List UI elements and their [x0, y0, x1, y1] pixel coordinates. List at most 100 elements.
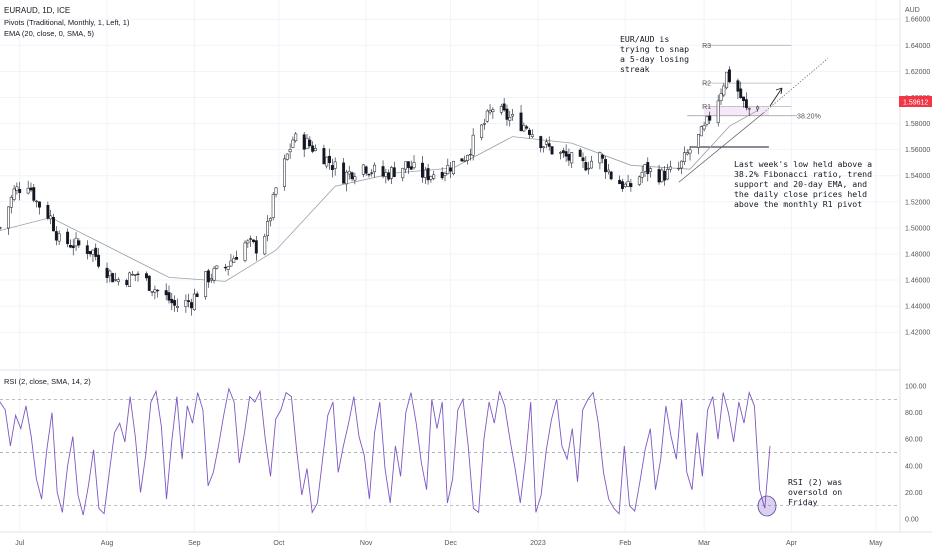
candle-up	[446, 164, 450, 175]
candle-up	[423, 169, 427, 179]
arrow-icon	[769, 87, 783, 107]
candle-up	[175, 305, 179, 308]
candle-up	[294, 133, 298, 142]
candle-up	[353, 176, 357, 181]
candle-down	[328, 155, 331, 164]
candle-down	[71, 245, 75, 249]
candle-down	[550, 146, 554, 155]
last-price-value: 1.59612	[903, 100, 928, 107]
candle-up	[680, 160, 684, 169]
candle-down	[111, 273, 115, 283]
candle-down	[77, 240, 81, 246]
candle-up	[108, 270, 112, 277]
candle-up	[373, 164, 377, 173]
candle-up	[384, 172, 388, 177]
candle-down	[618, 179, 622, 185]
month-label: Aug	[101, 540, 114, 547]
candle-down	[421, 162, 424, 178]
candle-down	[502, 103, 506, 111]
candle-down	[29, 187, 33, 191]
candle-up	[466, 155, 469, 161]
candle-up	[243, 242, 247, 261]
candle-up	[725, 71, 729, 89]
candle-down	[249, 238, 253, 240]
candle-up	[285, 153, 289, 160]
rsi-tick-label: 100.00	[905, 384, 927, 391]
candle-down	[609, 171, 613, 180]
candle-up	[57, 233, 61, 242]
candle-up	[702, 125, 706, 130]
candle-down	[581, 157, 585, 162]
candle-up	[401, 167, 405, 179]
candle-up	[643, 164, 647, 172]
candle-down	[252, 239, 255, 242]
candle-up	[266, 221, 270, 236]
candle-up	[74, 237, 78, 247]
candle-up	[705, 116, 709, 125]
candle-down	[646, 162, 650, 175]
symbol-header: EURAUD, 1D, ICE	[4, 6, 70, 15]
candle-down	[311, 145, 315, 152]
candle-up	[491, 109, 495, 112]
candle-up	[587, 167, 591, 170]
candle-up	[271, 194, 275, 219]
candle-down	[308, 139, 312, 147]
candle-up	[685, 152, 689, 155]
candle-down	[350, 172, 354, 180]
candle-down	[564, 151, 568, 157]
time-axis: Jul Aug Sep Oct Nov Dec 2023 Feb Mar Apr May	[15, 540, 883, 547]
candle-down	[561, 150, 565, 154]
candle-down	[406, 161, 410, 168]
candle-up	[404, 161, 408, 170]
candle-down	[97, 254, 101, 267]
pivot-label-r3: R3	[702, 43, 711, 50]
candle-down	[173, 300, 177, 306]
annotation-support: Last week's low held above a 38.2% Fibon…	[734, 159, 877, 209]
candle-up	[722, 85, 726, 96]
candle-up	[511, 114, 515, 117]
candle-down	[167, 292, 171, 301]
candle-up	[26, 187, 30, 194]
candle-up	[128, 272, 132, 287]
candle-up	[626, 181, 630, 187]
currency-label: AUD	[905, 7, 920, 14]
price-tick-label: 1.62000	[905, 69, 930, 76]
candle-down	[604, 159, 607, 173]
candle-up	[209, 278, 213, 281]
candle-down	[88, 251, 92, 255]
candle-up	[637, 176, 641, 185]
candle-up	[666, 169, 669, 180]
candle-up	[443, 173, 447, 176]
candle-up	[747, 107, 751, 110]
rsi-grid: 100.00 80.00 60.00 40.00 20.00 0.00	[0, 384, 927, 524]
candle-down	[147, 275, 151, 291]
candle-up	[268, 218, 272, 222]
candle-up	[429, 176, 433, 180]
candle-up	[677, 167, 681, 170]
candle-up	[542, 146, 546, 148]
pivot-label-r2: R2	[702, 81, 711, 88]
candle-down	[94, 247, 98, 257]
candle-down	[156, 289, 160, 292]
candle-down	[85, 245, 89, 254]
candle-up	[184, 300, 188, 308]
candle-up	[390, 167, 393, 179]
rsi-tick-label: 80.00	[905, 410, 923, 417]
candle-up	[697, 133, 700, 148]
candle-down	[392, 167, 396, 177]
candle-up	[756, 106, 760, 110]
candle-up	[688, 149, 692, 154]
candle-up	[229, 260, 233, 267]
candle-up	[412, 162, 416, 169]
candle-up	[116, 279, 120, 283]
candle-down	[539, 136, 543, 149]
candle-down	[170, 298, 174, 304]
candle-down	[505, 108, 509, 120]
candle-up	[559, 152, 562, 154]
candle-down	[32, 187, 36, 201]
candle-down	[68, 244, 72, 248]
candle-up	[9, 197, 13, 208]
candle-down	[330, 165, 334, 170]
